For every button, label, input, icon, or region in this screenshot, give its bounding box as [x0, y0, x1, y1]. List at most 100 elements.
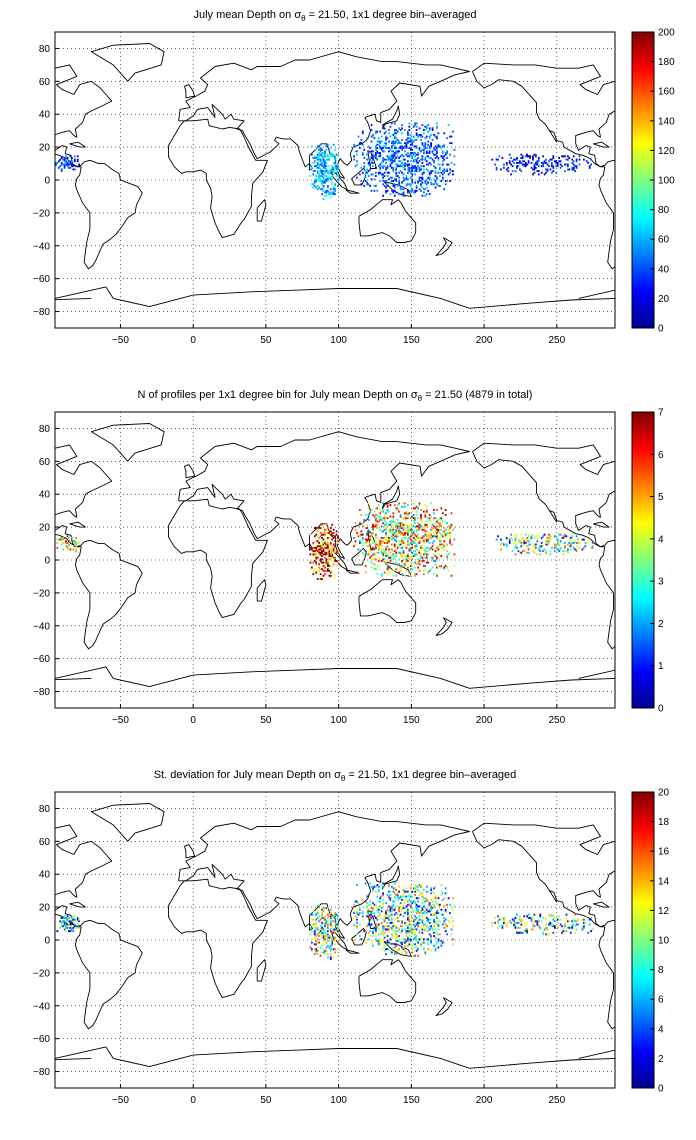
data-cell — [396, 165, 399, 168]
data-cell — [411, 930, 414, 933]
data-cell — [396, 518, 399, 521]
data-cell — [427, 140, 430, 143]
data-cell — [415, 147, 418, 150]
data-cell — [436, 122, 438, 125]
data-cell — [386, 540, 389, 543]
data-cell — [583, 925, 585, 928]
data-cell — [588, 166, 591, 169]
data-cell — [399, 895, 402, 898]
data-cell — [421, 165, 424, 168]
data-cell — [564, 170, 566, 173]
data-cell — [449, 527, 451, 530]
data-cell — [389, 523, 392, 526]
data-cell — [559, 163, 562, 166]
data-cell — [411, 156, 414, 159]
data-cell — [367, 163, 370, 166]
data-cell — [436, 152, 438, 154]
data-cell — [434, 171, 437, 174]
data-cell — [408, 140, 411, 143]
data-cell — [382, 517, 385, 520]
y-tick-label: −80 — [33, 687, 50, 698]
data-cell — [334, 183, 337, 186]
data-cell — [526, 536, 529, 539]
data-cell — [408, 147, 411, 150]
data-cell — [395, 563, 398, 566]
data-cell — [552, 923, 555, 926]
data-cell — [369, 556, 371, 559]
data-cell — [331, 153, 334, 156]
data-cell — [382, 522, 385, 525]
data-cell — [436, 525, 438, 528]
data-cell — [428, 171, 431, 174]
data-cell — [572, 155, 575, 158]
data-cell — [75, 920, 78, 923]
data-cell — [366, 137, 369, 140]
data-cell — [395, 561, 398, 564]
data-cell — [321, 176, 323, 179]
data-cell — [444, 520, 447, 523]
data-cell — [377, 941, 380, 944]
data-cell — [428, 908, 431, 911]
data-cell — [539, 928, 542, 931]
data-cell — [450, 161, 453, 164]
data-cell — [415, 538, 418, 541]
data-cell — [369, 535, 371, 538]
data-cell — [527, 540, 530, 543]
data-cell — [428, 147, 431, 150]
data-cell — [433, 918, 435, 921]
data-cell — [411, 944, 414, 947]
data-cell — [364, 180, 367, 182]
data-cell — [437, 566, 440, 569]
data-cell — [421, 194, 424, 197]
data-cell — [375, 536, 377, 539]
data-cell — [73, 155, 76, 158]
data-cell — [383, 165, 386, 168]
data-cell — [421, 556, 424, 559]
data-cell — [56, 538, 59, 541]
data-cell — [392, 142, 395, 145]
coastline — [472, 822, 615, 1030]
data-cell — [329, 931, 332, 934]
data-cell — [332, 916, 335, 919]
data-cell — [444, 528, 447, 531]
data-cell — [497, 926, 499, 929]
data-cell — [577, 923, 579, 926]
data-cell — [318, 155, 321, 158]
data-cell — [69, 930, 72, 933]
data-cell — [420, 165, 422, 168]
data-cell — [322, 176, 325, 179]
data-cell — [325, 155, 328, 158]
data-cell — [383, 517, 386, 520]
data-cell — [423, 150, 425, 153]
data-cell — [359, 540, 361, 543]
data-cell — [439, 564, 441, 567]
data-cell — [427, 124, 430, 127]
data-cell — [402, 561, 405, 564]
data-cell — [370, 129, 373, 131]
data-cell — [503, 163, 505, 166]
data-cell — [373, 178, 376, 181]
data-cell — [405, 556, 408, 559]
data-cell — [417, 181, 419, 184]
data-cell — [441, 176, 444, 179]
data-cell — [539, 553, 542, 556]
data-cell — [529, 155, 531, 158]
data-cell — [409, 556, 412, 559]
data-cell — [388, 884, 390, 887]
data-cell — [393, 153, 396, 156]
data-cell — [380, 541, 383, 544]
data-cell — [441, 170, 444, 173]
data-cell — [443, 548, 446, 551]
data-cell — [427, 903, 430, 906]
data-cell — [377, 504, 380, 507]
data-cell — [309, 933, 312, 936]
data-cell — [375, 903, 377, 906]
data-cell — [370, 923, 373, 926]
data-cell — [385, 936, 387, 939]
data-cell — [574, 540, 577, 543]
data-cell — [418, 938, 421, 941]
data-cell — [332, 166, 335, 169]
data-cell — [453, 163, 456, 166]
data-cell — [517, 921, 520, 924]
